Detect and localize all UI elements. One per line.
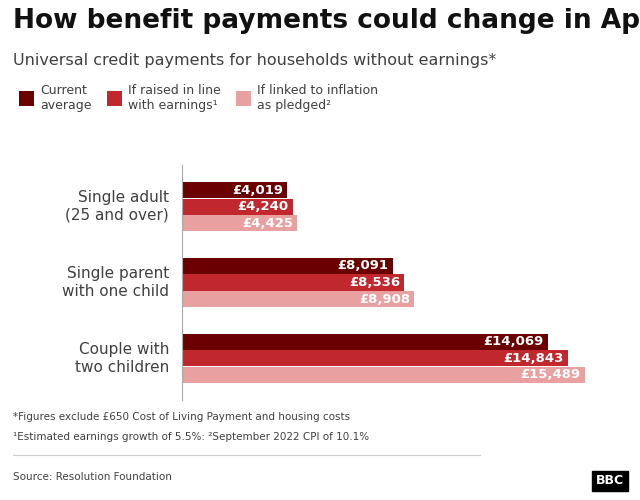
Text: £8,908: £8,908 [359,292,410,306]
Text: ¹Estimated earnings growth of 5.5%: ²September 2022 CPI of 10.1%: ¹Estimated earnings growth of 5.5%: ²Sep… [13,432,369,442]
Legend: Current
average, If raised in line
with earnings¹, If linked to inflation
as ple: Current average, If raised in line with … [19,84,378,112]
Bar [182,182,287,198]
Text: £15,489: £15,489 [521,368,581,382]
Text: £14,843: £14,843 [504,352,564,365]
Bar [182,198,292,215]
Bar [182,291,414,308]
Text: £8,091: £8,091 [338,260,388,272]
Text: How benefit payments could change in April: How benefit payments could change in Apr… [13,8,640,34]
Text: BBC: BBC [596,474,624,488]
Bar [182,334,548,349]
Bar [182,258,392,274]
Text: £4,240: £4,240 [237,200,289,213]
Text: £14,069: £14,069 [484,335,544,348]
Text: *Figures exclude £650 Cost of Living Payment and housing costs: *Figures exclude £650 Cost of Living Pay… [13,412,350,422]
Text: £4,425: £4,425 [243,217,294,230]
Bar [182,350,568,366]
Text: Source: Resolution Foundation: Source: Resolution Foundation [13,472,172,482]
Bar [182,274,404,290]
Text: Universal credit payments for households without earnings*: Universal credit payments for households… [13,52,496,68]
Bar [182,216,298,232]
Bar [182,367,585,383]
Text: £8,536: £8,536 [349,276,400,289]
Text: £4,019: £4,019 [232,184,283,196]
